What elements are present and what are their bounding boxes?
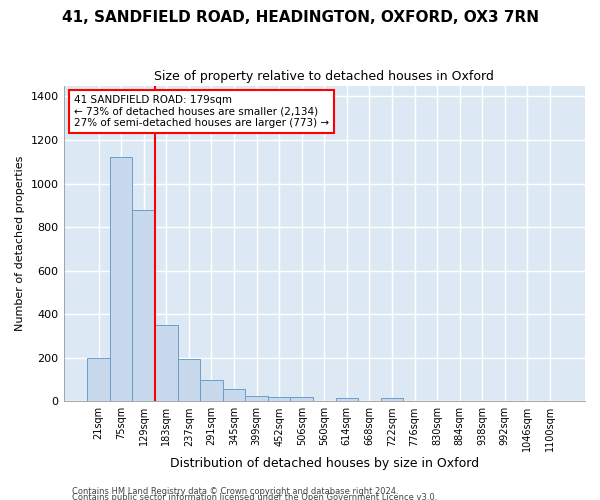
Bar bbox=[381, 398, 403, 402]
Text: Contains HM Land Registry data © Crown copyright and database right 2024.: Contains HM Land Registry data © Crown c… bbox=[72, 487, 398, 496]
Bar bbox=[200, 380, 223, 402]
Y-axis label: Number of detached properties: Number of detached properties bbox=[15, 156, 25, 331]
Bar bbox=[335, 398, 358, 402]
Text: 41 SANDFIELD ROAD: 179sqm
← 73% of detached houses are smaller (2,134)
27% of se: 41 SANDFIELD ROAD: 179sqm ← 73% of detac… bbox=[74, 95, 329, 128]
Bar bbox=[268, 397, 290, 402]
Bar bbox=[245, 396, 268, 402]
Bar bbox=[87, 358, 110, 402]
Bar bbox=[223, 390, 245, 402]
Bar bbox=[290, 397, 313, 402]
Bar bbox=[155, 325, 178, 402]
Bar bbox=[133, 210, 155, 402]
Text: Contains public sector information licensed under the Open Government Licence v3: Contains public sector information licen… bbox=[72, 492, 437, 500]
Bar bbox=[110, 158, 133, 402]
X-axis label: Distribution of detached houses by size in Oxford: Distribution of detached houses by size … bbox=[170, 457, 479, 470]
Bar bbox=[178, 359, 200, 402]
Text: 41, SANDFIELD ROAD, HEADINGTON, OXFORD, OX3 7RN: 41, SANDFIELD ROAD, HEADINGTON, OXFORD, … bbox=[62, 10, 539, 25]
Title: Size of property relative to detached houses in Oxford: Size of property relative to detached ho… bbox=[154, 70, 494, 83]
